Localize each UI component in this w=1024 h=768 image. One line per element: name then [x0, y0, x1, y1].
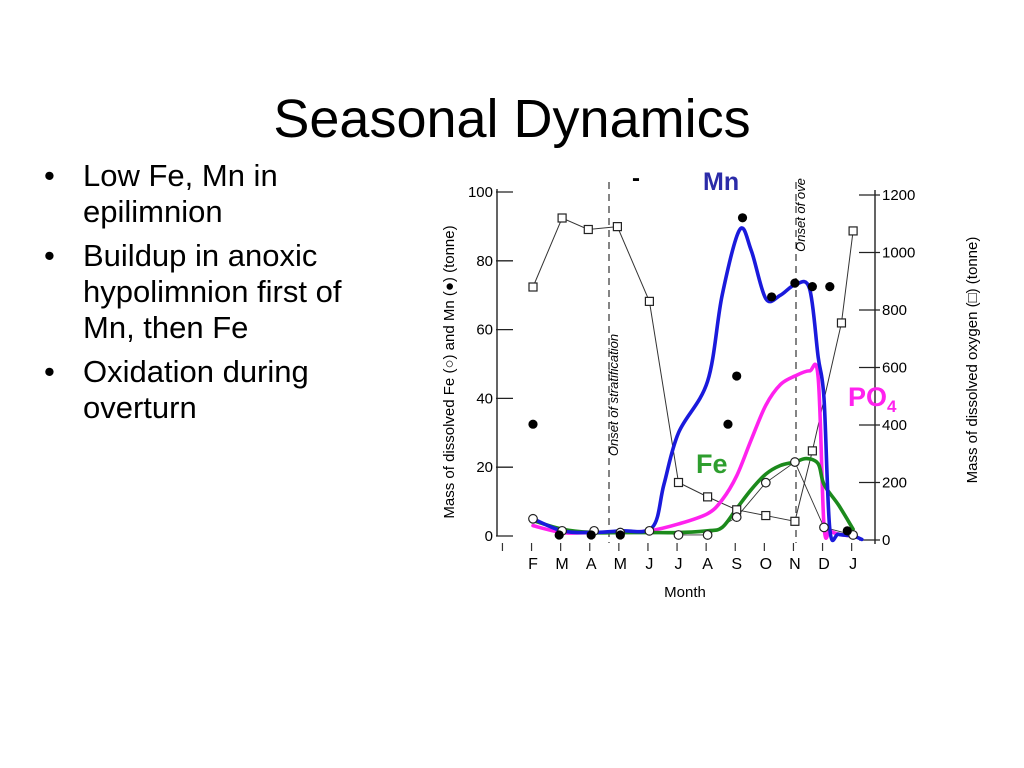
chart-labels: Mass of dissolved Fe (○) and Mn (●) (ton…	[441, 165, 981, 601]
x-tick-label: N	[789, 556, 801, 573]
y-tick-label-right: 400	[882, 417, 907, 434]
y-tick-label-left: 80	[476, 253, 493, 270]
po4-curve	[531, 362, 855, 540]
oxygen-marker	[583, 224, 593, 235]
oxygen-marker	[557, 213, 567, 223]
fe-marker	[819, 522, 829, 533]
mn-marker	[767, 292, 777, 302]
x-tick-label: J	[675, 556, 683, 573]
fe-curve	[531, 456, 855, 535]
mn-marker	[528, 419, 538, 429]
mn-marker	[723, 419, 733, 429]
bullet-text: Low Fe, Mn in epilimnion	[83, 158, 278, 229]
x-tick-label: F	[528, 556, 538, 573]
mn-marker	[586, 530, 596, 540]
mn-marker	[554, 530, 564, 540]
x-tick-label: S	[731, 556, 742, 573]
chart-reference-lines	[608, 182, 797, 543]
oxygen-marker	[528, 282, 538, 292]
x-tick-label: J	[849, 556, 857, 573]
stratification-annotation: Onset of stratification	[606, 334, 621, 456]
chart-container: 0 20 40 60 80 100 0 200 400 600 800 1000 1200 F M A M J J A…	[420, 160, 990, 610]
fe-marker	[731, 512, 742, 522]
chart-markers	[528, 213, 859, 540]
fe-marker	[760, 477, 771, 488]
oxygen-marker	[807, 446, 817, 456]
y-tick-label-left: 40	[476, 390, 493, 407]
mn-marker	[790, 278, 800, 288]
mn-marker	[732, 371, 742, 381]
chart-series	[531, 217, 864, 543]
y-tick-label-right: 1000	[882, 245, 915, 262]
y-tick-label-left: 0	[485, 528, 493, 545]
oxygen-marker	[612, 222, 622, 232]
fe-marker	[790, 457, 800, 467]
x-tick-label: D	[818, 556, 830, 573]
y-tick-label-left: 60	[476, 322, 493, 339]
mn-series-label: Mn	[703, 168, 739, 196]
bullet-text: Oxidation during overturn	[83, 354, 309, 425]
oxygen-marker	[761, 510, 771, 521]
y-tick-label-left: 20	[476, 459, 493, 476]
x-tick-label: A	[586, 556, 597, 573]
fe-points-line	[532, 461, 854, 536]
x-tick-label: A	[702, 556, 713, 573]
mn-marker	[807, 282, 817, 292]
x-tick-label: M	[555, 556, 568, 573]
fe-marker	[702, 530, 713, 540]
y-tick-label-right: 800	[882, 302, 907, 319]
bullet-list: • Low Fe, Mn in epilimnion • Buildup in an…	[44, 158, 389, 434]
oxygen-marker	[836, 318, 847, 328]
mn-marker	[615, 530, 625, 540]
mn-curve	[531, 226, 864, 543]
mn-marker	[842, 526, 852, 536]
po4-series-label: PO4	[848, 382, 897, 416]
bullet-marker: •	[44, 238, 55, 273]
overturn-annotation: Onset of ove	[793, 178, 808, 252]
mn-marker	[737, 213, 748, 223]
slide-title: Seasonal Dynamics	[273, 89, 751, 150]
y-axis-label-right: Mass of dissolved oxygen (□) (tonne)	[964, 237, 981, 484]
dash-mark: -	[632, 165, 640, 192]
po4-label-text: PO	[848, 382, 887, 412]
oxygen-marker	[703, 492, 713, 502]
y-tick-label-left: 100	[468, 184, 493, 201]
bullet-item: • Buildup in anoxic hypolimnion first of …	[44, 238, 389, 346]
y-axis-label-left: Mass of dissolved Fe (○) and Mn (●) (ton…	[441, 225, 458, 518]
oxygen-marker	[644, 296, 654, 306]
fe-series-label: Fe	[696, 449, 728, 479]
bullet-item: • Oxidation during overturn	[44, 354, 389, 426]
y-tick-label-right: 1200	[882, 187, 915, 204]
oxygen-line	[532, 217, 854, 522]
bullet-text: Buildup in anoxic hypolimnion first of M…	[83, 238, 342, 345]
y-tick-label-right: 0	[882, 532, 890, 549]
oxygen-marker	[673, 477, 684, 488]
oxygen-marker	[790, 516, 800, 526]
x-tick-label: J	[645, 556, 653, 573]
mn-marker	[825, 282, 835, 292]
y-tick-label-right: 600	[882, 360, 907, 377]
x-tick-label: O	[760, 556, 772, 573]
bullet-marker: •	[44, 354, 55, 389]
x-axis-label: Month	[664, 584, 706, 601]
oxygen-marker	[848, 226, 858, 236]
fe-marker	[528, 513, 538, 524]
y-tick-label-right: 200	[882, 475, 907, 492]
bullet-item: • Low Fe, Mn in epilimnion	[44, 158, 389, 230]
fe-marker	[644, 525, 655, 536]
bullet-marker: •	[44, 158, 55, 193]
x-tick-label: M	[614, 556, 627, 573]
fe-marker	[673, 530, 684, 540]
po4-label-subscript: 4	[887, 397, 897, 416]
